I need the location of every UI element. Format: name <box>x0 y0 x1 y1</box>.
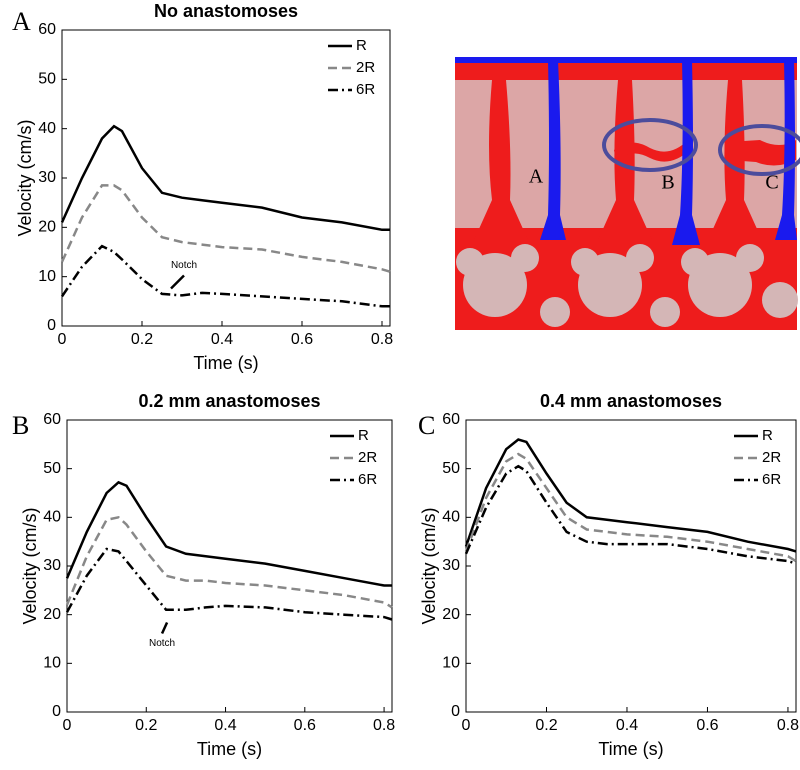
y-tick-label: 50 <box>38 71 56 88</box>
y-tick-label: 10 <box>442 655 460 672</box>
x-axis-label: Time (s) <box>197 739 262 759</box>
y-tick-label: 0 <box>52 703 61 720</box>
y-tick-label: 0 <box>47 317 56 334</box>
series-line <box>60 124 390 232</box>
chart-title: 0.4 mm anastomoses <box>540 391 722 411</box>
annotation: Notch <box>171 260 197 271</box>
plot-frame <box>66 419 393 713</box>
artery-top <box>455 63 797 80</box>
panel-label: C <box>418 411 435 440</box>
diagram-label: C <box>765 172 778 194</box>
x-tick-label: 0.2 <box>135 717 157 734</box>
series-line <box>464 452 797 563</box>
venules <box>540 60 797 245</box>
x-tick-label: 0.6 <box>696 717 718 734</box>
legend-label: R <box>356 37 367 54</box>
series-line <box>65 547 393 621</box>
y-tick-label: 30 <box>442 557 460 574</box>
diagram-label: A <box>529 166 544 188</box>
y-tick-label: 30 <box>43 557 61 574</box>
x-axis-label: Time (s) <box>598 739 663 759</box>
vein-top <box>455 57 797 65</box>
y-tick-label: 20 <box>43 606 61 623</box>
series-line <box>464 438 797 553</box>
y-tick-label: 0 <box>451 703 460 720</box>
y-axis-label: Velocity (cm/s) <box>15 119 35 236</box>
legend-label: 6R <box>356 81 375 98</box>
panel-label: B <box>12 411 29 440</box>
legend-label: R <box>358 427 369 444</box>
legend-label: 6R <box>762 471 781 488</box>
x-tick-label: 0.8 <box>777 717 799 734</box>
y-tick-label: 60 <box>38 21 56 38</box>
panel-label: A <box>12 7 31 36</box>
y-axis-label: Velocity (cm/s) <box>20 507 40 624</box>
y-axis-label: Velocity (cm/s) <box>419 507 439 624</box>
series-line <box>464 464 797 565</box>
annotation: Notch <box>149 638 175 649</box>
series-line <box>65 515 393 609</box>
legend-label: 2R <box>762 449 781 466</box>
y-tick-label: 20 <box>38 219 56 236</box>
legend-label: 2R <box>358 449 377 466</box>
y-tick-label: 50 <box>442 460 460 477</box>
annotation-arrow <box>170 274 185 290</box>
x-tick-label: 0.6 <box>294 717 316 734</box>
fractal-trees <box>456 244 798 327</box>
legend-label: 2R <box>356 59 375 76</box>
chart-title: No anastomoses <box>154 1 298 21</box>
series-line <box>60 184 391 273</box>
chart-title: 0.2 mm anastomoses <box>138 391 320 411</box>
x-axis-label: Time (s) <box>193 353 258 373</box>
anastomosis-circles <box>602 118 800 176</box>
x-tick-label: 0.2 <box>535 717 557 734</box>
x-tick-label: 0.8 <box>371 331 393 348</box>
diagram-label: B <box>661 172 674 194</box>
x-tick-label: 0.4 <box>616 717 638 734</box>
x-tick-label: 0.4 <box>214 717 236 734</box>
y-tick-label: 60 <box>442 411 460 428</box>
x-tick-label: 0.6 <box>291 331 313 348</box>
series-line <box>60 244 390 308</box>
x-tick-label: 0 <box>63 717 72 734</box>
x-tick-label: 0.4 <box>211 331 233 348</box>
legend-label: R <box>762 427 773 444</box>
annotation-arrow <box>160 622 169 635</box>
y-tick-label: 40 <box>442 509 460 526</box>
plot-frame <box>465 419 797 713</box>
x-tick-label: 0 <box>462 717 471 734</box>
y-tick-label: 10 <box>43 655 61 672</box>
series-line <box>65 480 392 587</box>
x-tick-label: 0.8 <box>373 717 395 734</box>
x-tick-label: 0 <box>58 331 67 348</box>
y-tick-label: 10 <box>38 268 56 285</box>
y-tick-label: 20 <box>442 606 460 623</box>
legend-label: 6R <box>358 471 377 488</box>
y-tick-label: 30 <box>38 169 56 186</box>
y-tick-label: 40 <box>38 120 56 137</box>
y-tick-label: 50 <box>43 460 61 477</box>
x-tick-label: 0.2 <box>131 331 153 348</box>
y-tick-label: 40 <box>43 509 61 526</box>
y-tick-label: 60 <box>43 411 61 428</box>
schematic: A B C <box>455 57 800 330</box>
arterioles <box>474 80 796 240</box>
plot-frame <box>61 29 391 327</box>
